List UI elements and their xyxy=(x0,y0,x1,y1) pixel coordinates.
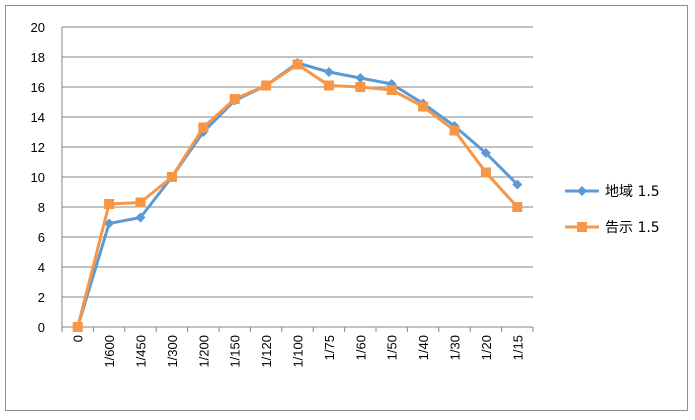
y-tick-label: 2 xyxy=(38,290,45,305)
x-tick-label: 1/120 xyxy=(259,335,274,368)
x-tick-label: 1/200 xyxy=(196,335,211,368)
gridlines xyxy=(62,26,533,328)
data-point-series-2 xyxy=(512,202,523,212)
data-point-series-2 xyxy=(261,80,272,91)
x-tick-label: 0 xyxy=(71,335,86,342)
legend: 地域 1.5 告示 1.5 xyxy=(565,184,660,236)
data-point-series-1 xyxy=(355,73,366,83)
x-tick-label: 1/75 xyxy=(322,335,337,360)
y-tick-label: 18 xyxy=(31,50,45,65)
data-point-series-2 xyxy=(292,59,303,70)
x-tick-label: 1/150 xyxy=(228,335,243,368)
x-tick-label: 1/60 xyxy=(353,335,368,360)
chart-frame xyxy=(5,5,688,411)
legend-label: 告示 1.5 xyxy=(605,220,660,236)
x-tick-label: 1/300 xyxy=(165,335,180,368)
data-point-series-2 xyxy=(104,199,115,209)
data-point-series-2 xyxy=(355,82,366,92)
legend-marker-square xyxy=(577,222,587,232)
data-point-series-2 xyxy=(198,122,209,133)
data-point-series-2 xyxy=(323,80,334,91)
x-tick-label: 1/100 xyxy=(291,335,306,368)
y-tick-label: 6 xyxy=(38,230,45,245)
data-point-series-1 xyxy=(323,67,334,77)
data-point-series-1 xyxy=(135,212,146,223)
x-tick-label: 1/15 xyxy=(510,335,525,360)
data-point-series-2 xyxy=(480,167,491,178)
data-point-series-2 xyxy=(229,94,240,104)
y-tick-label: 20 xyxy=(31,20,45,35)
y-tick-label: 8 xyxy=(38,200,45,215)
data-point-series-1 xyxy=(104,218,115,229)
data-point-series-2 xyxy=(449,125,460,136)
series-line-1 xyxy=(76,61,519,328)
legend-label: 地域 1.5 xyxy=(605,184,660,200)
x-tick-label: 1/20 xyxy=(479,335,494,360)
y-tick-label: 10 xyxy=(31,170,45,185)
data-point-series-2 xyxy=(72,322,83,332)
data-point-series-2 xyxy=(418,101,429,112)
x-tick-label: 1/30 xyxy=(448,335,463,360)
data-point-series-1 xyxy=(480,148,491,158)
y-tick-label: 16 xyxy=(31,80,45,95)
y-tick-label: 14 xyxy=(31,110,45,125)
x-tick-label: 1/600 xyxy=(102,335,117,368)
x-axis: 0 1/600 1/450 1/300 1/200 1/150 1/120 1/100 1/75… xyxy=(61,327,534,368)
y-tick-label: 0 xyxy=(38,320,45,335)
y-tick-label: 12 xyxy=(31,140,45,155)
series-line-2 xyxy=(76,63,519,328)
y-axis: 0 2 4 6 8 10 12 14 16 18 20 xyxy=(31,20,63,335)
data-point-series-1 xyxy=(512,179,523,190)
x-tick-label: 1/450 xyxy=(134,335,149,368)
x-tick-label: 1/40 xyxy=(416,335,431,360)
data-point-series-2 xyxy=(166,172,177,182)
series-layer xyxy=(72,58,523,332)
data-point-series-2 xyxy=(386,85,397,95)
y-tick-label: 4 xyxy=(38,260,45,275)
data-point-series-2 xyxy=(135,197,146,208)
x-tick-label: 1/50 xyxy=(385,335,400,360)
legend-marker-diamond xyxy=(577,186,587,196)
